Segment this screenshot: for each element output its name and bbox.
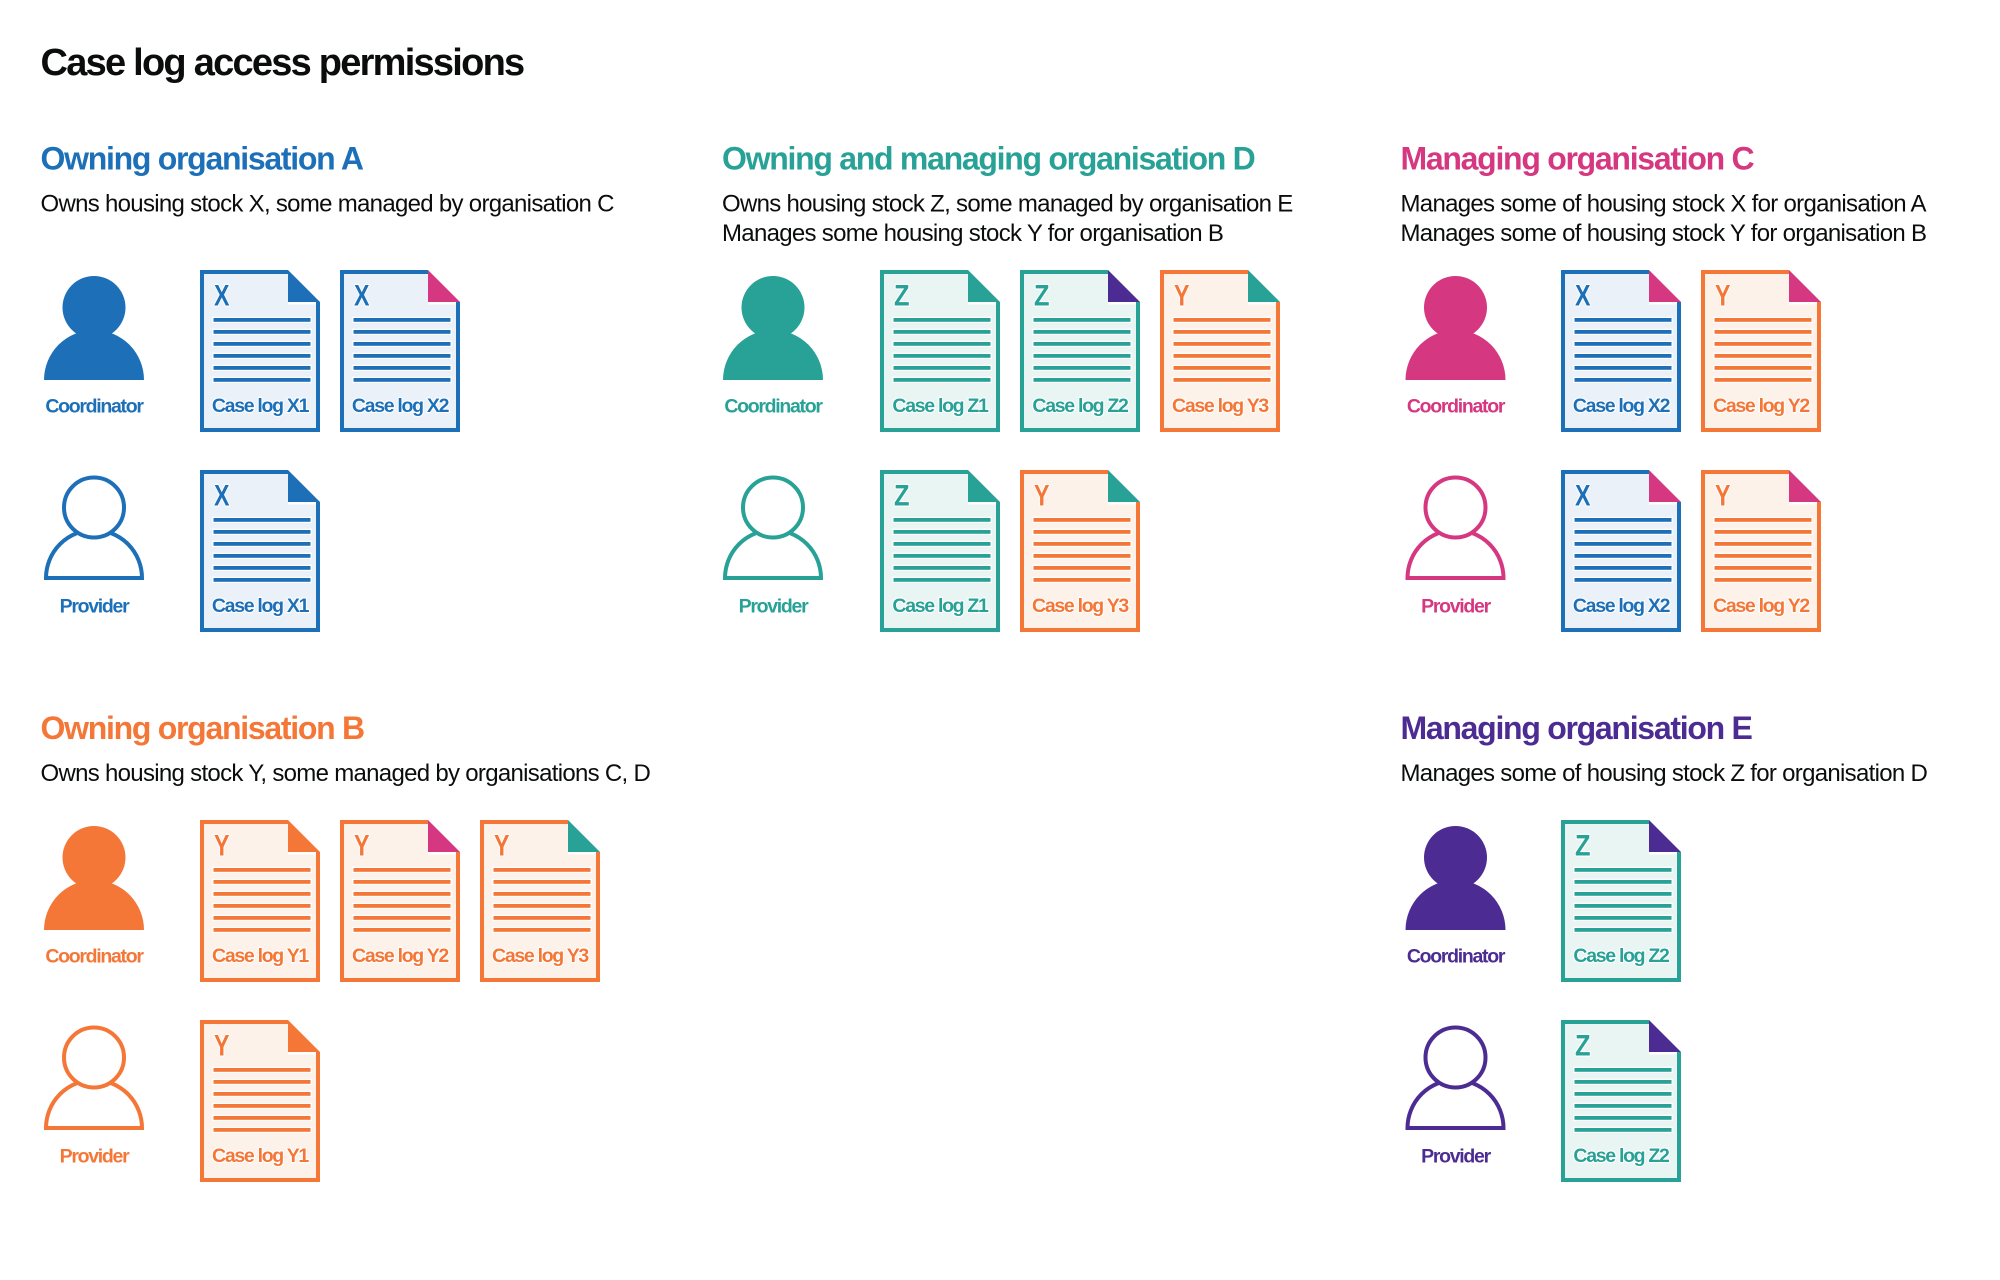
svg-text:Coordinator: Coordinator xyxy=(45,946,144,968)
svg-text:Case log X1: Case log X1 xyxy=(212,595,310,617)
svg-text:Case log Z2: Case log Z2 xyxy=(1573,945,1670,967)
svg-text:Z: Z xyxy=(1575,830,1591,863)
svg-text:Owning organisation B: Owning organisation B xyxy=(41,710,365,746)
svg-text:Provider: Provider xyxy=(60,1146,130,1168)
svg-text:Case log Y1: Case log Y1 xyxy=(212,1145,309,1167)
svg-text:Z: Z xyxy=(1575,1030,1591,1063)
svg-text:Owns housing stock Z, some man: Owns housing stock Z, some managed by or… xyxy=(722,190,1293,217)
svg-text:X: X xyxy=(1575,280,1591,313)
svg-text:Coordinator: Coordinator xyxy=(1407,396,1506,418)
svg-text:Case log Y3: Case log Y3 xyxy=(1172,395,1269,417)
svg-text:Manages some of housing stock: Manages some of housing stock X for orga… xyxy=(1401,190,1927,217)
svg-text:Z: Z xyxy=(894,280,910,313)
svg-text:Case log X2: Case log X2 xyxy=(1573,395,1671,417)
svg-text:Case log access permissions: Case log access permissions xyxy=(41,42,525,84)
svg-text:Y: Y xyxy=(1715,280,1731,313)
svg-text:X: X xyxy=(1575,480,1591,513)
svg-text:Manages some of housing stock: Manages some of housing stock Y for orga… xyxy=(1401,220,1927,247)
svg-text:Case log X1: Case log X1 xyxy=(212,395,310,417)
svg-text:Y: Y xyxy=(214,830,230,863)
svg-text:Owns housing stock X, some man: Owns housing stock X, some managed by or… xyxy=(41,190,615,217)
svg-text:X: X xyxy=(214,280,230,313)
svg-text:Case log X2: Case log X2 xyxy=(352,395,450,417)
svg-text:Case log Z2: Case log Z2 xyxy=(1032,395,1129,417)
svg-text:Owning and managing organisati: Owning and managing organisation D xyxy=(722,141,1255,177)
svg-text:Y: Y xyxy=(1034,480,1050,513)
svg-text:Owns housing stock Y, some man: Owns housing stock Y, some managed by or… xyxy=(41,760,651,787)
svg-text:Case log Y1: Case log Y1 xyxy=(212,945,309,967)
svg-text:Y: Y xyxy=(494,830,510,863)
svg-text:Coordinator: Coordinator xyxy=(724,396,823,418)
svg-text:Z: Z xyxy=(894,480,910,513)
svg-text:Case log Z1: Case log Z1 xyxy=(892,395,989,417)
svg-text:Case log Z2: Case log Z2 xyxy=(1573,1145,1670,1167)
svg-text:Managing organisation C: Managing organisation C xyxy=(1401,141,1755,177)
svg-text:Case log X2: Case log X2 xyxy=(1573,595,1671,617)
svg-text:Case log Y2: Case log Y2 xyxy=(352,945,449,967)
svg-text:Provider: Provider xyxy=(1421,1146,1491,1168)
svg-text:Case log Y3: Case log Y3 xyxy=(492,945,589,967)
svg-text:Provider: Provider xyxy=(739,596,809,618)
svg-text:Coordinator: Coordinator xyxy=(45,396,144,418)
svg-text:Coordinator: Coordinator xyxy=(1407,946,1506,968)
svg-text:Manages some housing stock Y f: Manages some housing stock Y for organis… xyxy=(722,220,1223,247)
svg-text:Y: Y xyxy=(1715,480,1731,513)
svg-text:Provider: Provider xyxy=(60,596,130,618)
svg-text:Manages some of housing stock: Manages some of housing stock Z for orga… xyxy=(1401,760,1928,787)
svg-text:Y: Y xyxy=(354,830,370,863)
svg-text:X: X xyxy=(354,280,370,313)
svg-text:Provider: Provider xyxy=(1421,596,1491,618)
svg-text:Owning organisation A: Owning organisation A xyxy=(41,141,364,177)
svg-text:Managing organisation E: Managing organisation E xyxy=(1401,710,1753,746)
svg-text:Y: Y xyxy=(1174,280,1190,313)
svg-text:Case log Z1: Case log Z1 xyxy=(892,595,989,617)
svg-text:Case log Y2: Case log Y2 xyxy=(1713,595,1810,617)
svg-text:X: X xyxy=(214,480,230,513)
svg-text:Case log Y3: Case log Y3 xyxy=(1032,595,1129,617)
svg-text:Y: Y xyxy=(214,1030,230,1063)
svg-text:Case log Y2: Case log Y2 xyxy=(1713,395,1810,417)
svg-text:Z: Z xyxy=(1034,280,1050,313)
